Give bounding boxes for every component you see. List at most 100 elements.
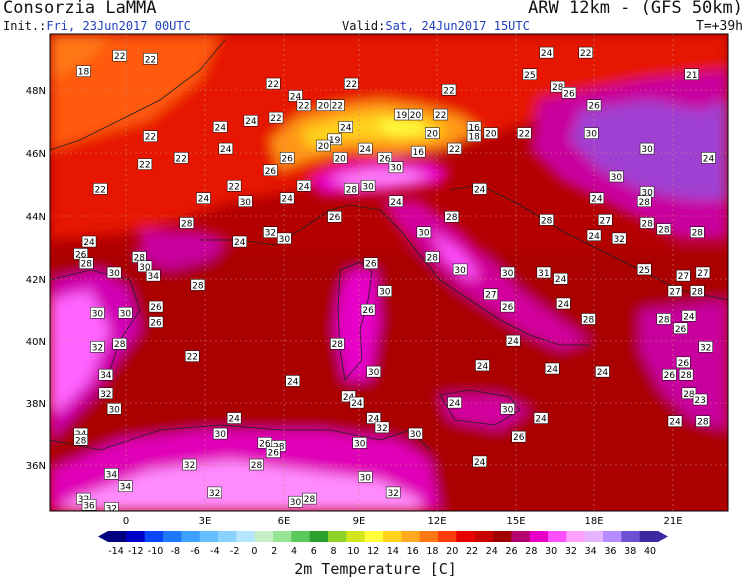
svg-text:22: 22 [175, 154, 186, 164]
temp-label: 20 [316, 139, 331, 152]
lat-label: 46N [26, 149, 46, 160]
temp-label: 20 [332, 152, 348, 164]
svg-text:26: 26 [150, 319, 162, 329]
colorbar-swatch [438, 531, 457, 542]
temp-label: 30 [106, 266, 122, 279]
svg-text:26: 26 [259, 439, 271, 449]
svg-text:30: 30 [586, 130, 598, 140]
svg-text:22: 22 [332, 102, 343, 112]
temp-label: 27 [695, 266, 711, 279]
svg-text:28: 28 [639, 198, 651, 208]
temp-label: 28 [539, 214, 554, 226]
temp-label: 24 [232, 235, 247, 248]
svg-text:20: 20 [334, 154, 346, 164]
colorbar-tick-label: -2 [230, 546, 239, 557]
temp-label: 24 [279, 192, 295, 205]
temp-label: 28 [690, 285, 705, 298]
colorbar-tick-label: 4 [291, 546, 297, 557]
svg-text:24: 24 [507, 337, 519, 347]
colorbar-swatch [236, 531, 256, 542]
temp-label: 22 [268, 111, 284, 124]
temp-label: 28 [581, 313, 596, 325]
temp-label: 28 [656, 223, 672, 236]
temp-label: 32 [182, 458, 197, 471]
colorbar-swatch [456, 531, 476, 542]
temp-label: 27 [483, 288, 499, 301]
colorbar-tick-label: 14 [387, 546, 399, 557]
lat-label: 42N [26, 275, 46, 286]
temp-label: 26 [662, 368, 677, 381]
svg-text:22: 22 [145, 133, 156, 143]
svg-text:30: 30 [502, 269, 514, 279]
svg-text:24: 24 [287, 377, 299, 387]
svg-text:24: 24 [360, 145, 372, 155]
svg-text:27: 27 [678, 272, 689, 282]
temp-label: 28 [695, 415, 711, 428]
valid-value: Sat, 24Jun2017 15UTC [385, 19, 530, 33]
svg-text:28: 28 [692, 288, 704, 298]
temp-label: 28 [179, 217, 194, 229]
temp-label: 30 [90, 307, 105, 319]
svg-text:26: 26 [664, 371, 676, 381]
colorbar-swatch [218, 531, 237, 542]
svg-text:24: 24 [390, 198, 402, 208]
svg-text:30: 30 [354, 439, 366, 449]
svg-text:23: 23 [694, 396, 705, 406]
temp-label: 30 [352, 437, 367, 449]
temp-label: 24 [505, 334, 521, 347]
temp-label: 24 [589, 192, 605, 205]
svg-text:20: 20 [318, 142, 330, 152]
svg-text:28: 28 [251, 461, 263, 471]
colorbar-swatch [401, 531, 421, 542]
temp-label: 32 [374, 421, 390, 434]
svg-text:28: 28 [114, 340, 126, 350]
temp-label: 28 [678, 368, 694, 381]
svg-text:30: 30 [120, 309, 132, 319]
temp-label: 18 [76, 65, 91, 78]
svg-text:28: 28 [692, 229, 704, 239]
colorbar-tick-label: 38 [624, 546, 636, 557]
svg-text:22: 22 [519, 130, 530, 140]
temp-label: 26 [148, 316, 164, 329]
svg-text:26: 26 [513, 433, 525, 443]
svg-text:22: 22 [346, 80, 357, 90]
colorbar-swatch [584, 531, 604, 542]
svg-text:30: 30 [641, 188, 653, 198]
svg-text:24: 24 [449, 399, 461, 409]
temp-label: 34 [145, 269, 161, 282]
temp-label: 24 [341, 390, 356, 403]
svg-text:22: 22 [145, 55, 156, 65]
svg-text:28: 28 [680, 371, 692, 381]
svg-text:32: 32 [376, 424, 387, 434]
temp-label: 24 [681, 310, 697, 322]
temp-label: 31 [536, 266, 552, 279]
temp-label: 28 [656, 313, 672, 325]
temp-label: 28 [690, 226, 705, 239]
temp-label: 24 [226, 412, 242, 425]
svg-text:24: 24 [591, 195, 603, 205]
svg-text:24: 24 [214, 123, 226, 133]
temp-label: 34 [98, 368, 114, 381]
lat-label: 40N [26, 337, 46, 348]
colorbar-swatch [511, 531, 531, 542]
temp-label: 32 [90, 341, 105, 353]
temp-label: 26 [673, 322, 688, 335]
svg-text:22: 22 [580, 49, 591, 59]
svg-text:24: 24 [703, 154, 715, 164]
colorbar-swatch [199, 531, 219, 542]
colorbar-swatch [419, 531, 439, 542]
svg-text:30: 30 [641, 145, 653, 155]
colorbar-title: 2m Temperature [C] [294, 560, 457, 578]
colorbar-tick-label: -10 [148, 546, 164, 557]
svg-text:20: 20 [485, 130, 497, 140]
colorbar-swatch [108, 531, 127, 542]
svg-text:22: 22 [449, 145, 460, 155]
colorbar-tick-label: 40 [644, 546, 656, 557]
temp-label: 26 [500, 300, 515, 313]
svg-text:24: 24 [683, 312, 695, 322]
temp-label: 36 [81, 499, 97, 511]
svg-text:34: 34 [148, 272, 160, 282]
svg-text:24: 24 [228, 415, 240, 425]
svg-text:28: 28 [192, 281, 204, 291]
temp-label: 24 [366, 412, 381, 425]
